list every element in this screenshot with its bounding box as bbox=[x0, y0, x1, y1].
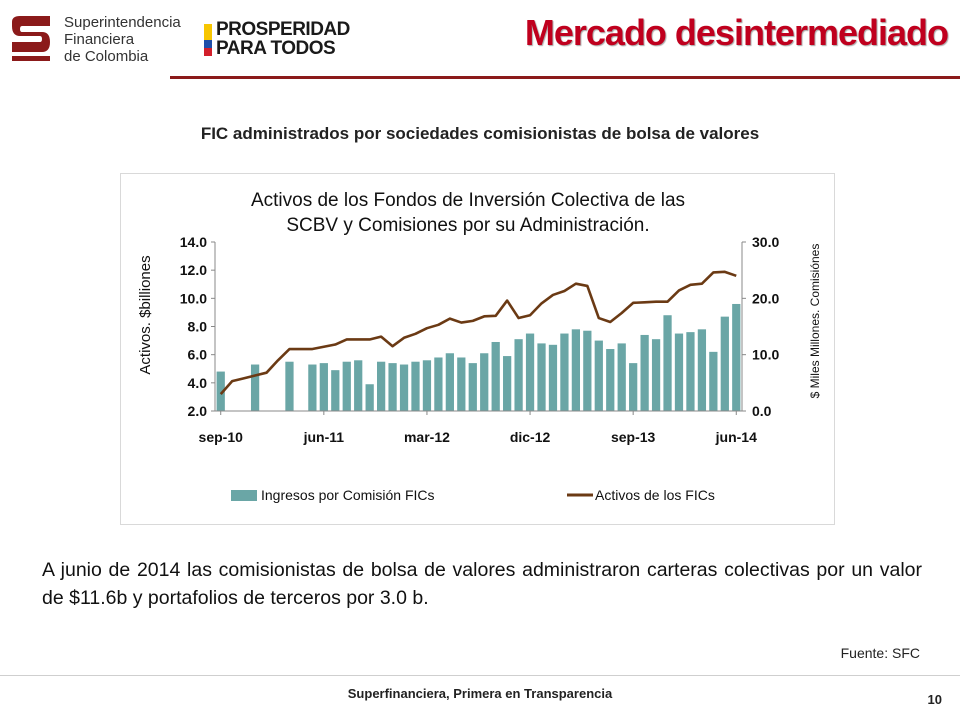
bar bbox=[365, 384, 374, 411]
chart-frame bbox=[120, 173, 835, 525]
source-note: Fuente: SFC bbox=[840, 645, 920, 661]
sfc-logo-icon bbox=[12, 16, 50, 61]
left-tick-label: 12.0 bbox=[180, 262, 207, 278]
page-number: 10 bbox=[927, 692, 942, 707]
bar bbox=[285, 361, 294, 411]
right-axis-ticks: 0.0 10.0 20.0 30.0 bbox=[742, 234, 779, 419]
slide-title: Mercado desintermediado bbox=[524, 12, 949, 53]
bar bbox=[331, 370, 340, 411]
bar bbox=[399, 364, 409, 411]
bar bbox=[525, 333, 535, 411]
bar bbox=[537, 343, 546, 411]
sfc-logo-line: Financiera bbox=[64, 31, 135, 48]
left-axis-ticks: 2.0 4.0 6.0 8.0 10.0 12.0 14.0 bbox=[180, 234, 215, 419]
bar bbox=[480, 353, 489, 411]
right-axis-label: $ Miles Millones. Comisiónes bbox=[808, 244, 822, 399]
sfc-logo-line: Superintendencia bbox=[64, 14, 181, 31]
pp-logo-line: PROSPERIDAD bbox=[216, 19, 350, 40]
legend-label-bars: Ingresos por Comisión FICs bbox=[261, 487, 435, 503]
right-tick-label: 30.0 bbox=[752, 234, 779, 250]
bar bbox=[503, 356, 512, 411]
bar bbox=[434, 357, 443, 411]
bar bbox=[606, 349, 615, 411]
bar bbox=[583, 330, 592, 411]
bar bbox=[457, 357, 466, 411]
slide-subtitle: FIC administrados por sociedades comisio… bbox=[200, 124, 760, 143]
header-divider bbox=[170, 76, 960, 79]
bar bbox=[663, 315, 672, 411]
pp-logo-line: PARA TODOS bbox=[216, 38, 336, 59]
bar bbox=[388, 363, 397, 411]
bar bbox=[250, 364, 260, 411]
bar bbox=[697, 329, 707, 411]
bar bbox=[319, 363, 328, 411]
bar bbox=[445, 353, 454, 411]
bar bbox=[720, 316, 729, 411]
bar bbox=[468, 363, 477, 411]
bar bbox=[651, 339, 661, 411]
bar bbox=[640, 334, 649, 411]
chart-title-line: Activos de los Fondos de Inversión Colec… bbox=[251, 190, 685, 211]
bar bbox=[216, 371, 225, 411]
footer-divider bbox=[0, 675, 960, 676]
bar bbox=[560, 333, 569, 411]
x-tick-label: sep-13 bbox=[611, 429, 656, 445]
left-tick-label: 6.0 bbox=[188, 347, 208, 363]
right-tick-label: 20.0 bbox=[752, 290, 779, 306]
x-tick-label: jun-11 bbox=[303, 429, 345, 445]
x-tick-label: jun-14 bbox=[715, 429, 757, 445]
x-tick-label: mar-12 bbox=[404, 429, 450, 445]
colombia-flag-icon bbox=[204, 24, 212, 56]
bar bbox=[594, 340, 603, 411]
chart-axes bbox=[214, 242, 743, 412]
bar bbox=[617, 343, 626, 411]
bar bbox=[732, 303, 741, 411]
left-tick-label: 8.0 bbox=[188, 319, 208, 335]
right-tick-label: 0.0 bbox=[752, 403, 772, 419]
bar bbox=[377, 361, 386, 411]
bar bbox=[354, 360, 363, 411]
chart-legend: Ingresos por Comisión FICs Activos de lo… bbox=[231, 487, 715, 503]
bar bbox=[629, 363, 638, 411]
bar bbox=[548, 344, 558, 411]
bar bbox=[342, 361, 351, 411]
bar bbox=[514, 339, 523, 411]
bar bbox=[491, 341, 500, 411]
bar bbox=[709, 351, 718, 411]
chart-title-line: SCBV y Comisiones por su Administración. bbox=[286, 215, 649, 236]
line-path bbox=[219, 270, 737, 395]
legend-swatch-bars bbox=[231, 490, 257, 501]
bar-series-ingresos bbox=[216, 303, 741, 411]
bar bbox=[686, 332, 695, 411]
line-series-activos bbox=[219, 270, 737, 395]
sfc-logo-line: de Colombia bbox=[64, 48, 149, 65]
left-axis-label: Activos. $billiones bbox=[137, 255, 154, 374]
prosperidad-logo: PROSPERIDAD PARA TODOS bbox=[204, 20, 354, 60]
left-tick-label: 10.0 bbox=[180, 290, 207, 306]
legend-label-line: Activos de los FICs bbox=[595, 487, 715, 503]
bar bbox=[571, 329, 581, 411]
x-tick-label: sep-10 bbox=[199, 429, 244, 445]
x-tick-label: dic-12 bbox=[510, 429, 551, 445]
bar bbox=[422, 360, 432, 411]
bar bbox=[308, 364, 317, 411]
x-axis-ticks: sep-10 jun-11 mar-12 dic-12 sep-13 jun-14 bbox=[199, 411, 757, 445]
sfc-logo: Superintendencia Financiera de Colombia bbox=[8, 12, 181, 66]
left-tick-label: 2.0 bbox=[188, 403, 208, 419]
right-tick-label: 10.0 bbox=[752, 347, 779, 363]
left-tick-label: 4.0 bbox=[188, 375, 208, 391]
bar bbox=[674, 333, 684, 411]
body-paragraph: A junio de 2014 las comisionistas de bol… bbox=[42, 559, 922, 609]
footer-text: Superfinanciera, Primera en Transparenci… bbox=[347, 686, 613, 701]
chart: Activos de los Fondos de Inversión Colec… bbox=[137, 190, 822, 503]
bar bbox=[411, 361, 420, 411]
left-tick-label: 14.0 bbox=[180, 234, 207, 250]
